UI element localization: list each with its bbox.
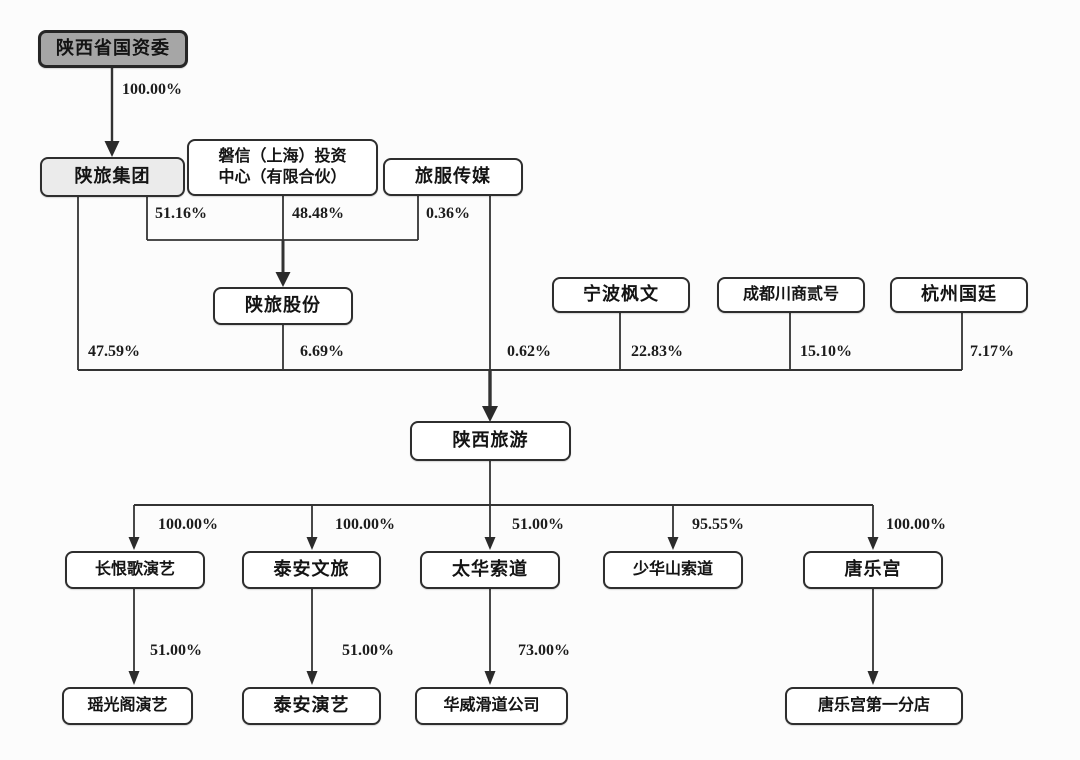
edge-label-sasac-group: 100.00% <box>122 81 182 98</box>
node-yaoguangge-yanyi: 瑶光阁演艺 <box>62 687 193 725</box>
node-panxin-shanghai: 磐信（上海）投资 中心（有限合伙） <box>187 139 378 196</box>
edge-label-tourism-changhenge: 100.00% <box>158 516 218 533</box>
edge-label-panxin-gufen: 48.48% <box>292 205 344 222</box>
node-taian-wenlv: 泰安文旅 <box>242 551 381 589</box>
node-tanglegong-branch: 唐乐宫第一分店 <box>785 687 963 725</box>
node-taian-yanyi: 泰安演艺 <box>242 687 381 725</box>
node-lvfu-media: 旅服传媒 <box>383 158 523 196</box>
edge-label-taihua-huawei: 73.00% <box>518 642 570 659</box>
node-shaanxi-tourism: 陕西旅游 <box>410 421 571 461</box>
edge-label-gufen-tourism: 6.69% <box>300 343 344 360</box>
edge-label-tourism-shaohuashan: 95.55% <box>692 516 744 533</box>
node-changhenge-yanyi: 长恨歌演艺 <box>65 551 205 589</box>
edge-label-group-tourism: 47.59% <box>88 343 140 360</box>
edge-label-tourism-taihua: 51.00% <box>512 516 564 533</box>
edge-label-taianwenlv-taianyanyi: 51.00% <box>342 642 394 659</box>
edge-label-chengdu-tourism: 15.10% <box>800 343 852 360</box>
edge-label-media-gufen: 0.36% <box>426 205 470 222</box>
edge-label-media-tourism: 0.62% <box>507 343 551 360</box>
edge-label-ningbo-tourism: 22.83% <box>631 343 683 360</box>
node-shaanlv-group: 陕旅集团 <box>40 157 185 197</box>
connector-lines <box>77 68 963 673</box>
edge-label-hangzhou-tourism: 7.17% <box>970 343 1014 360</box>
node-chengdu-chuanshang: 成都川商贰号 <box>717 277 865 313</box>
node-taihua-suodao: 太华索道 <box>420 551 560 589</box>
edge-label-changhenge-yaoguangge: 51.00% <box>150 642 202 659</box>
arrowheads <box>104 141 879 685</box>
node-shaohuashan-suodao: 少华山索道 <box>603 551 743 589</box>
node-shaanxi-sasac: 陕西省国资委 <box>38 30 188 68</box>
edge-label-tourism-tanglegong: 100.00% <box>886 516 946 533</box>
node-shaanlv-gufen: 陕旅股份 <box>213 287 353 325</box>
node-hangzhou-guoting: 杭州国廷 <box>890 277 1028 313</box>
node-ningbo-fengwen: 宁波枫文 <box>552 277 690 313</box>
node-tanglegong: 唐乐宫 <box>803 551 943 589</box>
node-huawei-huadao: 华威滑道公司 <box>415 687 568 725</box>
edge-label-tourism-taianwenlv: 100.00% <box>335 516 395 533</box>
edge-label-group-gufen: 51.16% <box>155 205 207 222</box>
